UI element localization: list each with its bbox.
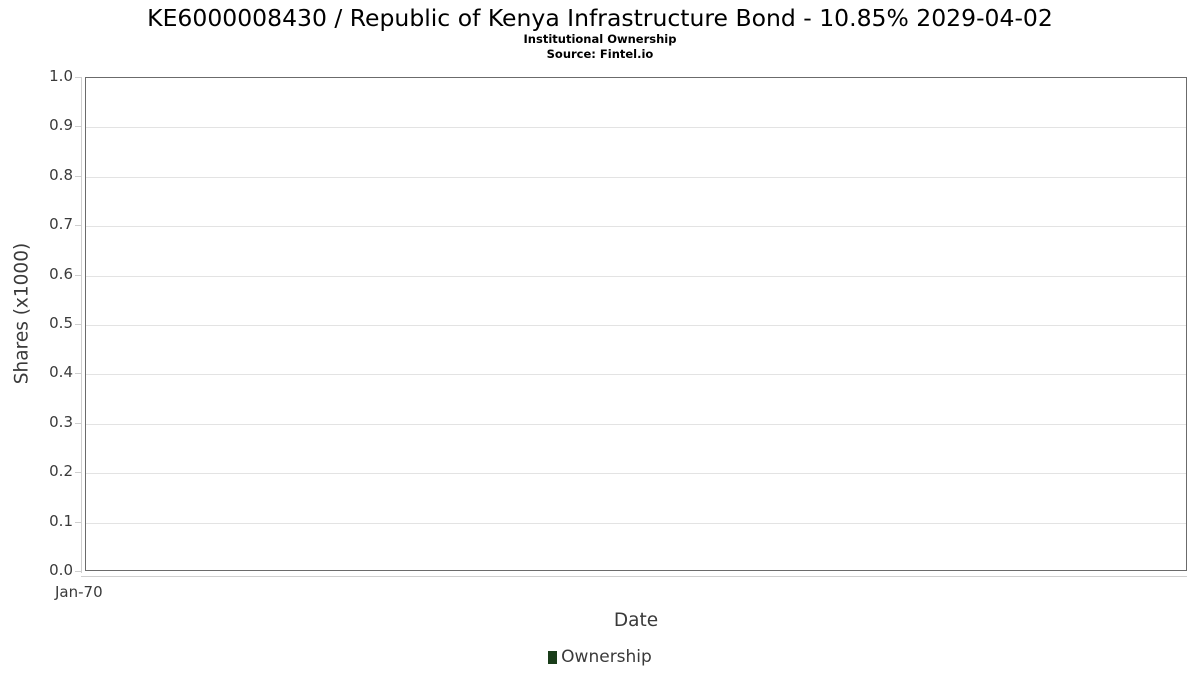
y-tick-label: 0.0 bbox=[49, 561, 73, 579]
gridline bbox=[86, 176, 1186, 178]
y-tick-label: 0.5 bbox=[49, 314, 73, 332]
y-axis-spine bbox=[81, 77, 82, 573]
y-tick-mark bbox=[75, 126, 81, 128]
x-axis-label: Date bbox=[613, 610, 659, 631]
y-tick-label: 0.1 bbox=[49, 511, 73, 530]
y-tick-label: 0.4 bbox=[49, 363, 73, 382]
y-tick-mark bbox=[75, 77, 81, 78]
gridline bbox=[86, 325, 1186, 326]
gridline bbox=[86, 226, 1186, 228]
y-tick-mark bbox=[75, 472, 81, 474]
gridline bbox=[86, 275, 1186, 277]
title-block: KE6000008430 / Republic of Kenya Infrast… bbox=[0, 4, 1200, 62]
y-tick-mark bbox=[75, 422, 81, 424]
y-axis-label: Shares (x1000) bbox=[11, 242, 33, 385]
y-tick-mark bbox=[75, 521, 81, 523]
x-tick-label: Jan-70 bbox=[55, 583, 103, 601]
y-axis-ticks: 1.0 0.9 0.8 0.7 0.6 0.5 0.4 0.3 0.2 0.1 0.0 bbox=[0, 0, 81, 675]
legend-swatch-icon bbox=[548, 650, 558, 664]
y-tick-label: 0.8 bbox=[49, 165, 73, 184]
gridline bbox=[86, 522, 1186, 524]
page-title: KE6000008430 / Republic of Kenya Infrast… bbox=[147, 4, 1053, 32]
chart-legend: Ownership bbox=[0, 648, 1200, 666]
gridline bbox=[86, 423, 1186, 425]
gridline bbox=[86, 127, 1186, 129]
gridline bbox=[86, 473, 1186, 475]
y-tick-label: 1.0 bbox=[49, 67, 73, 85]
y-tick-label: 0.7 bbox=[49, 215, 73, 234]
y-tick-mark bbox=[75, 175, 81, 177]
chart-source-note: Source: Fintel.io bbox=[546, 47, 654, 61]
y-tick-mark bbox=[75, 225, 81, 227]
y-tick-mark bbox=[75, 324, 81, 325]
y-tick-mark bbox=[75, 274, 81, 276]
y-tick-mark bbox=[75, 373, 81, 375]
legend-label: Ownership bbox=[561, 647, 652, 667]
legend-item[interactable]: Ownership bbox=[548, 648, 652, 666]
y-tick-label: 0.6 bbox=[49, 264, 73, 283]
chart-subtitle: Institutional Ownership bbox=[523, 32, 677, 46]
gridline bbox=[86, 374, 1186, 376]
y-tick-label: 0.9 bbox=[49, 116, 73, 135]
y-tick-label: 0.3 bbox=[49, 412, 73, 431]
y-tick-label: 0.2 bbox=[49, 462, 73, 481]
plot-area bbox=[85, 77, 1187, 571]
x-axis-spine bbox=[81, 576, 1187, 577]
y-tick-mark bbox=[75, 571, 81, 572]
